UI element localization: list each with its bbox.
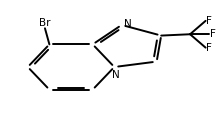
Text: Br: Br — [39, 18, 51, 28]
Text: F: F — [206, 16, 212, 26]
Text: N: N — [124, 19, 132, 29]
Text: N: N — [112, 70, 119, 80]
Text: F: F — [210, 29, 216, 39]
Text: F: F — [206, 43, 212, 53]
